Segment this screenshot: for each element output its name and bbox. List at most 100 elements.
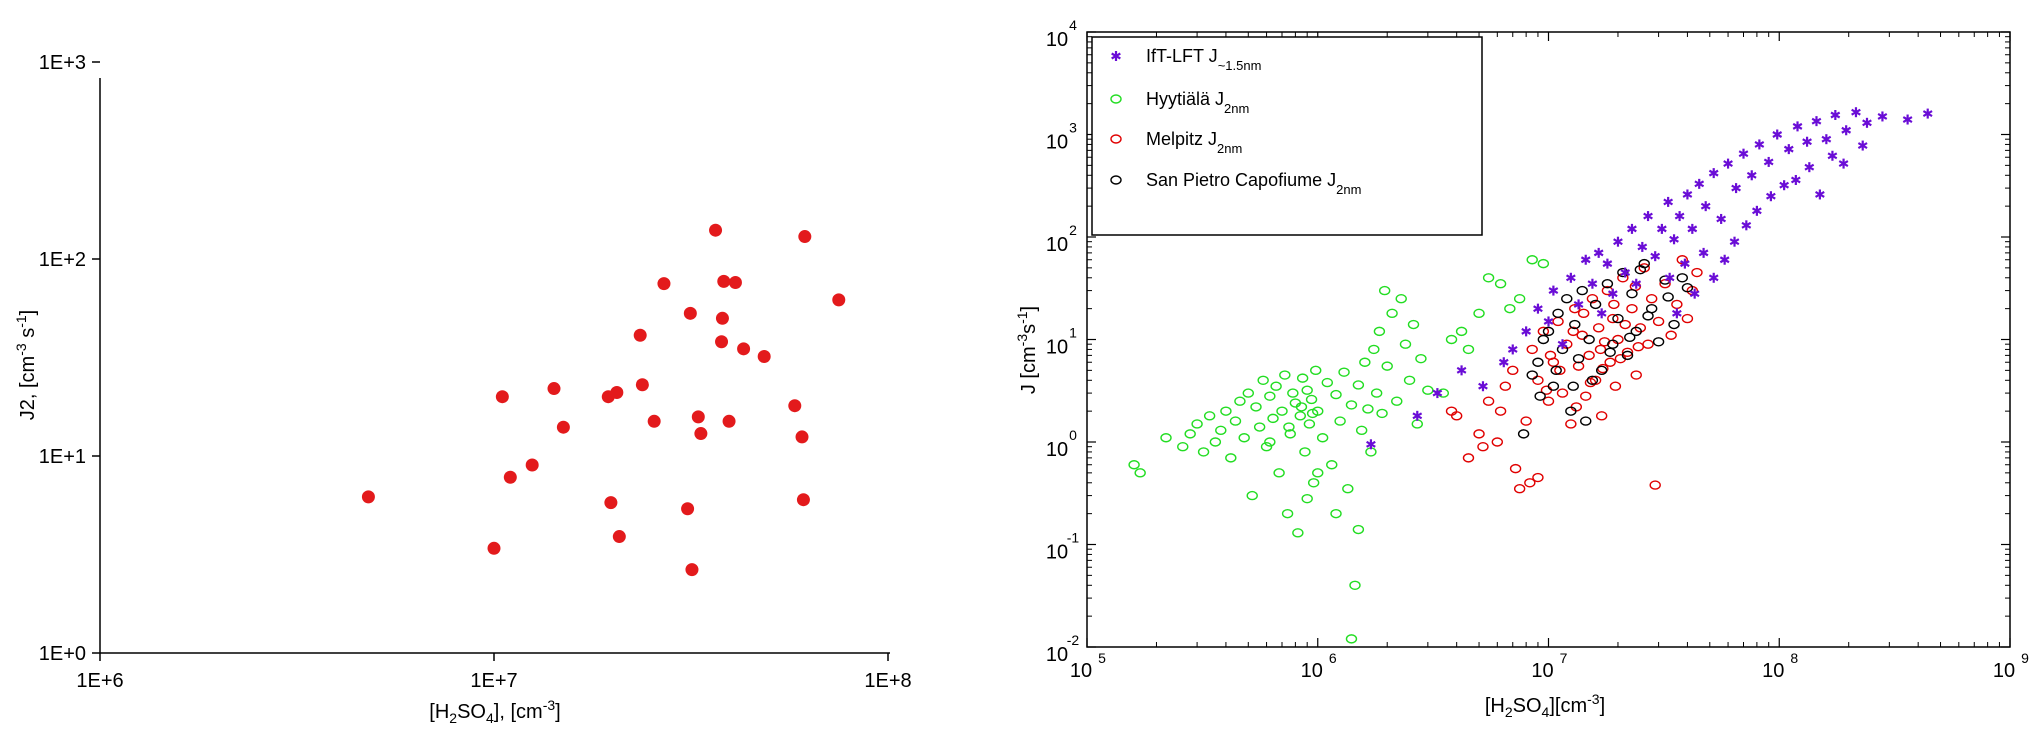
right-data-point xyxy=(1691,267,1703,278)
right-data-point xyxy=(1738,148,1749,159)
right-data-point xyxy=(1681,313,1694,324)
right-x-tick-exponent: 7 xyxy=(1560,650,1568,666)
left-data-point xyxy=(737,342,751,356)
right-data-point xyxy=(1359,357,1371,367)
right-data-point xyxy=(1617,267,1629,278)
right-data-point xyxy=(1296,373,1309,383)
legend-label: San Pietro Capofiume J2nm xyxy=(1146,170,1361,197)
right-data-point xyxy=(1229,416,1242,426)
left-y-tick-label: 1E+1 xyxy=(39,446,86,468)
right-data-point xyxy=(1264,391,1276,401)
right-data-point xyxy=(1552,316,1564,327)
right-data-point xyxy=(1598,337,1611,347)
right-data-point xyxy=(1445,334,1458,345)
right-data-point xyxy=(1301,493,1313,504)
right-data-point xyxy=(1815,189,1825,200)
right-data-point xyxy=(1294,411,1306,421)
right-y-tick-exponent: 1 xyxy=(1069,325,1077,341)
right-data-point xyxy=(1342,484,1354,494)
right-data-point xyxy=(1637,241,1648,252)
right-data-point xyxy=(1634,264,1647,275)
right-data-point xyxy=(1128,460,1140,470)
right-x-tick-base: 10 xyxy=(1531,660,1553,682)
right-data-point xyxy=(1330,389,1342,400)
right-data-point xyxy=(1352,380,1365,390)
left-data-point xyxy=(685,563,699,577)
right-data-point xyxy=(1719,254,1730,265)
right-data-point xyxy=(1754,139,1765,150)
right-data-point xyxy=(1830,109,1841,120)
right-data-point xyxy=(1330,508,1342,519)
right-data-point xyxy=(1841,125,1852,136)
right-x-tick-base: 10 xyxy=(1070,660,1092,682)
right-data-point xyxy=(1532,375,1544,385)
right-data-point xyxy=(1548,285,1559,296)
right-data-point xyxy=(1857,140,1868,151)
right-data-point xyxy=(1681,283,1694,293)
left-data-point xyxy=(525,458,539,472)
right-y-tick-exponent: 2 xyxy=(1069,222,1077,238)
right-data-point xyxy=(1583,334,1595,345)
right-data-point xyxy=(1513,294,1526,304)
right-x-tick-base: 10 xyxy=(1993,660,2015,682)
left-data-point xyxy=(657,277,671,291)
left-y-tick-label: 1E+0 xyxy=(39,643,86,665)
right-data-point xyxy=(1694,178,1705,189)
left-data-point xyxy=(694,427,708,441)
right-data-point xyxy=(1386,308,1398,319)
right-data-point xyxy=(1242,388,1254,398)
right-data-point xyxy=(1827,150,1838,161)
right-y-tick-exponent: 3 xyxy=(1069,120,1077,136)
right-data-point xyxy=(1473,429,1485,439)
right-data-point xyxy=(1698,247,1709,258)
right-data-point xyxy=(1312,468,1324,478)
right-data-point xyxy=(1584,377,1597,388)
right-data-point xyxy=(1307,478,1320,488)
right-data-point xyxy=(1526,255,1538,265)
right-data-point xyxy=(1499,381,1512,391)
right-data-point xyxy=(1299,447,1311,457)
right-data-point xyxy=(1267,413,1279,424)
right-data-point xyxy=(1554,365,1566,376)
left-data-point xyxy=(715,335,729,349)
right-y-tick-exponent: 0 xyxy=(1069,427,1077,443)
right-data-point xyxy=(1592,323,1605,333)
right-data-point xyxy=(1283,422,1295,432)
right-data-point xyxy=(1482,396,1495,406)
right-data-point xyxy=(1437,388,1449,398)
right-data-point xyxy=(1260,441,1273,452)
left-data-point xyxy=(647,414,661,428)
right-data-point xyxy=(1412,410,1423,421)
right-data-point xyxy=(1601,279,1614,289)
right-data-point xyxy=(1862,117,1872,128)
right-data-point xyxy=(1630,370,1642,380)
left-data-point xyxy=(635,378,649,392)
right-data-point xyxy=(1220,406,1232,416)
right-data-point xyxy=(1676,255,1688,265)
right-data-point xyxy=(1604,357,1616,367)
right-data-point xyxy=(1532,357,1544,367)
right-data-point xyxy=(1234,396,1246,406)
series-2 xyxy=(1445,255,1703,494)
right-data-point xyxy=(1652,337,1665,347)
right-y-tick-exponent: -1 xyxy=(1067,530,1080,546)
right-data-point xyxy=(1671,299,1683,310)
right-data-point xyxy=(1504,303,1516,314)
right-data-point xyxy=(1595,411,1608,421)
right-data-point xyxy=(1621,347,1634,358)
right-data-point xyxy=(1160,433,1172,443)
right-data-point xyxy=(1477,441,1489,452)
right-data-point xyxy=(1284,429,1296,439)
right-y-tick-exponent: 4 xyxy=(1069,17,1077,33)
right-data-point xyxy=(1526,370,1538,380)
right-data-point xyxy=(1542,396,1555,406)
left-data-point xyxy=(757,349,771,363)
right-data-point xyxy=(1547,381,1560,391)
right-data-point xyxy=(1708,168,1719,179)
right-data-point xyxy=(1281,508,1294,519)
right-data-point xyxy=(1491,437,1504,447)
right-data-point xyxy=(1526,344,1538,355)
right-data-point xyxy=(1376,408,1388,419)
right-data-point xyxy=(1370,388,1383,398)
right-data-point xyxy=(1455,326,1468,337)
